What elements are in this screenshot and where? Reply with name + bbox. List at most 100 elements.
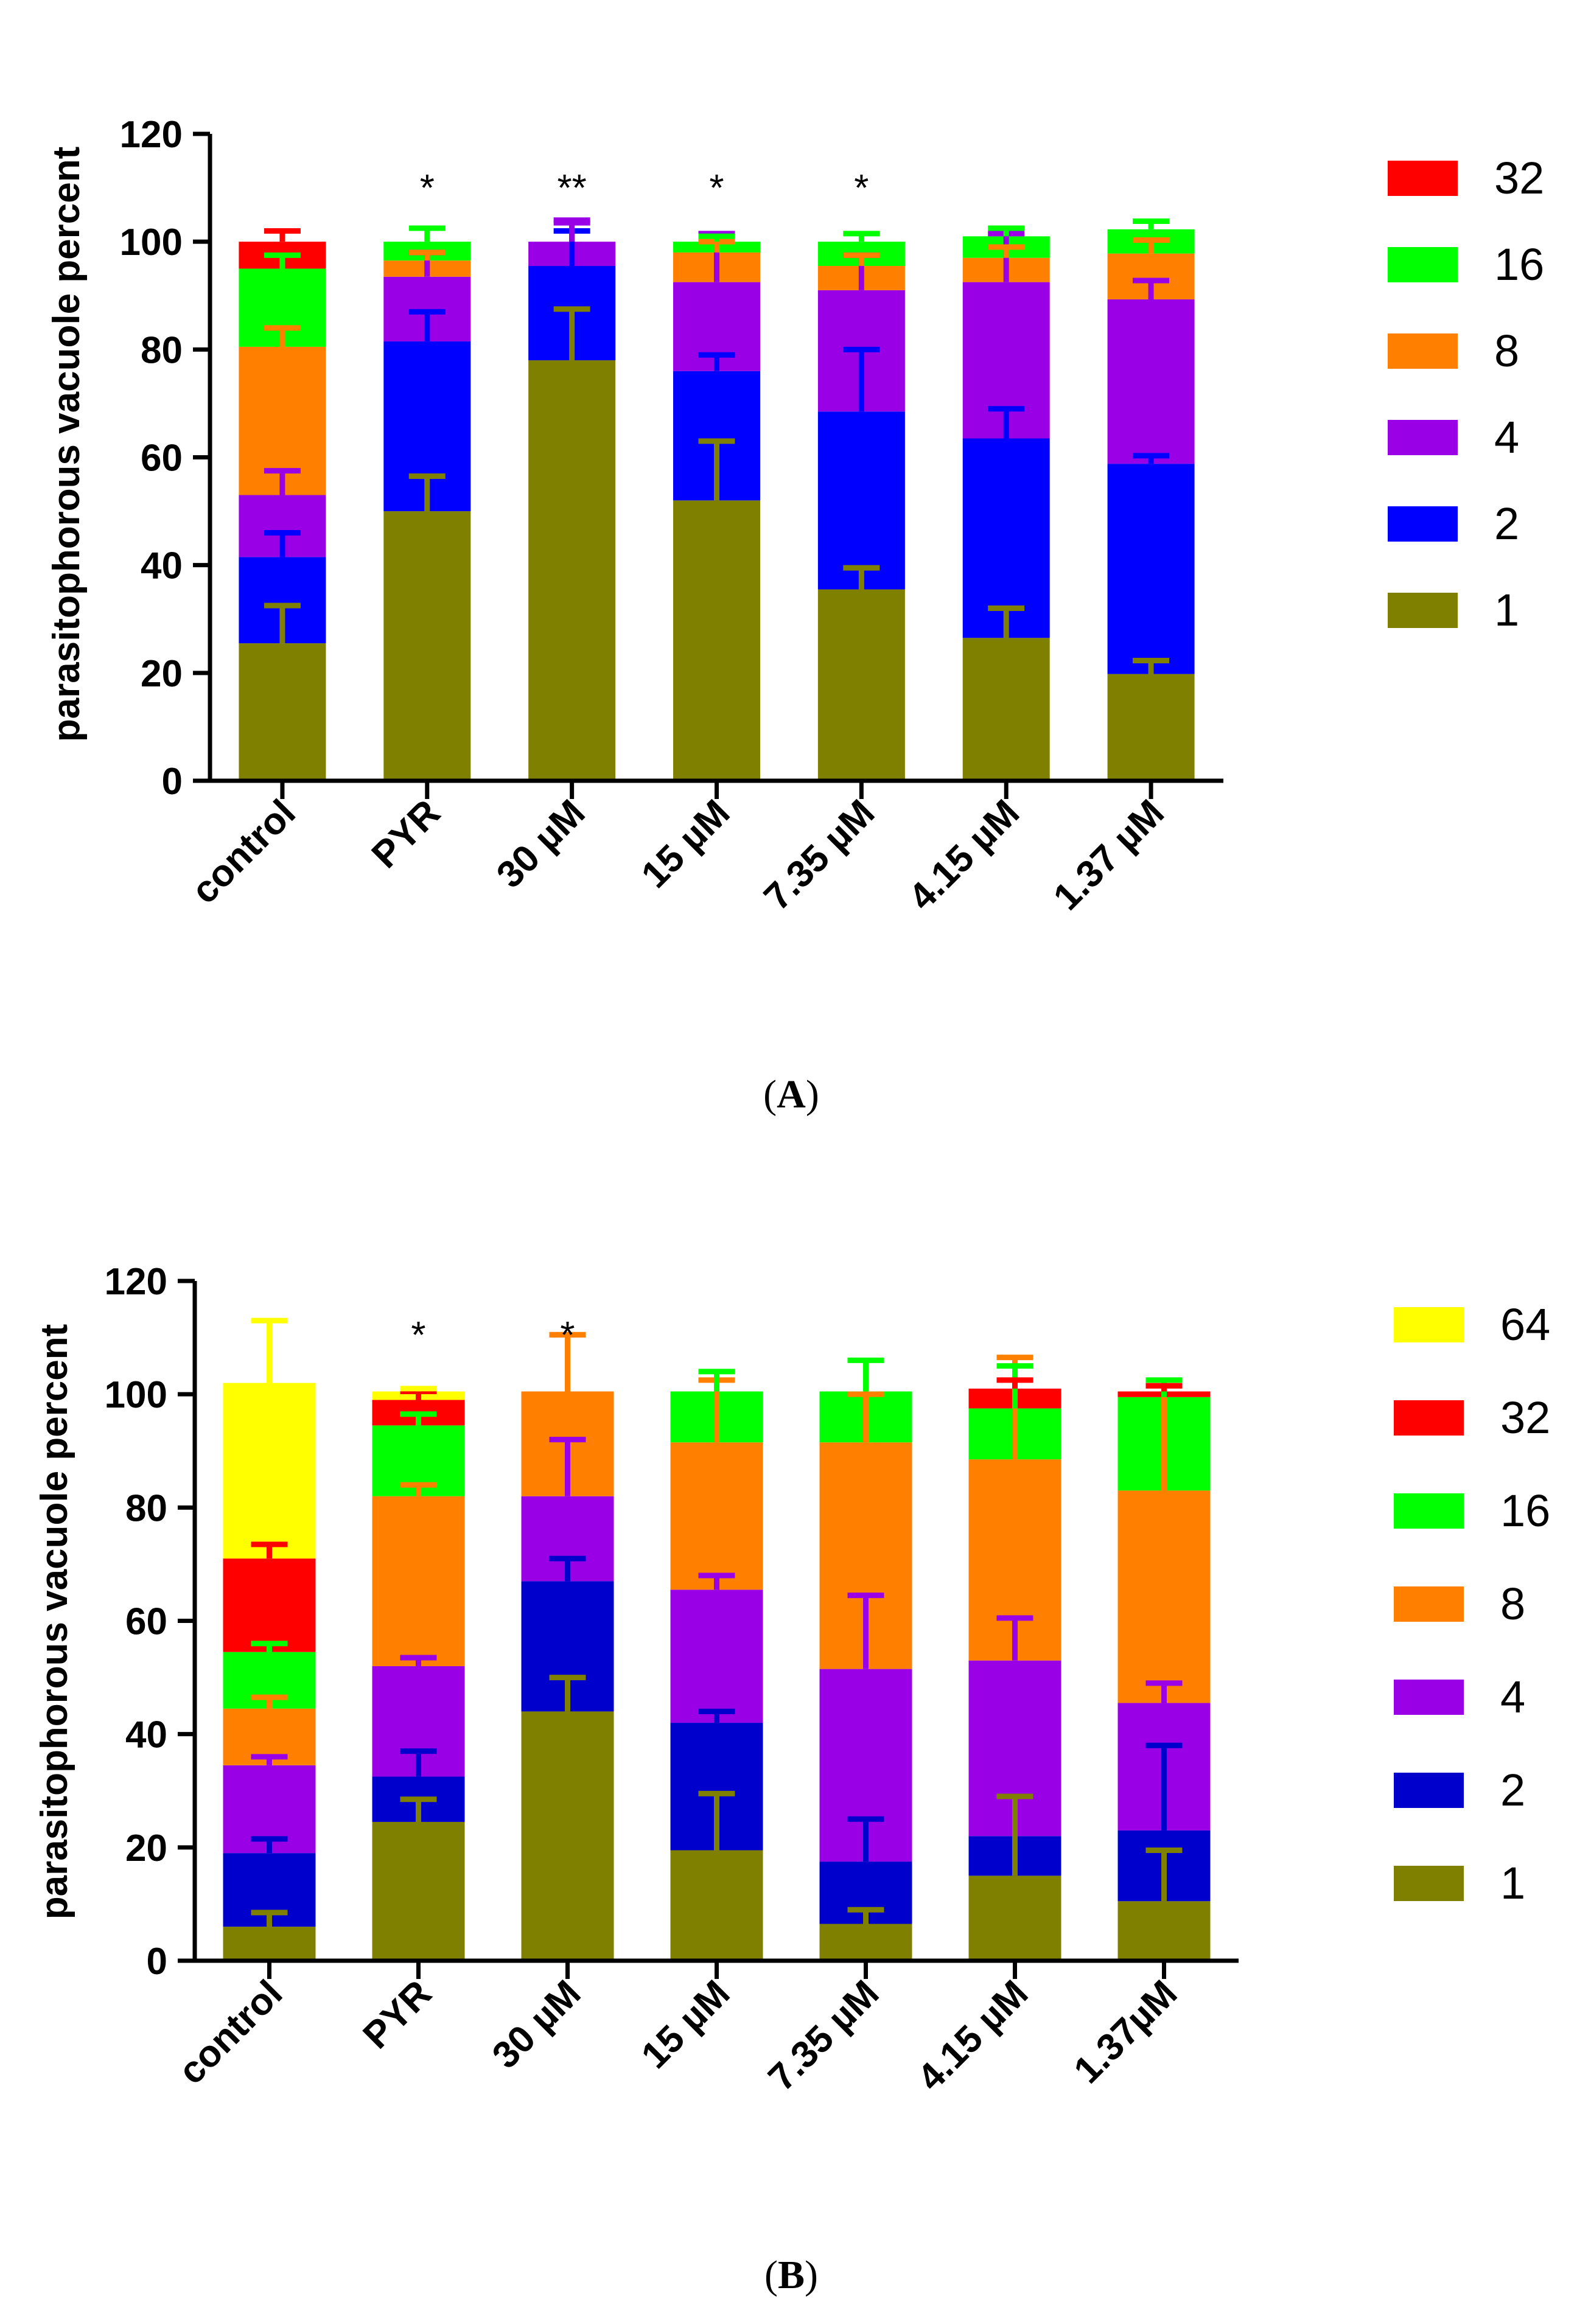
panel-b-legend-label: 4: [1500, 1672, 1525, 1722]
panel-a-errorbar-2-0: [264, 530, 301, 557]
panel-b-legend-swatch: [1394, 1773, 1464, 1808]
panel-a-errorbar-1-1: [408, 473, 446, 512]
panel-b-errorbar-1-0: [251, 1910, 288, 1927]
panel-a-legend-swatch: [1388, 247, 1458, 282]
panel-b-bar-1-3: [670, 1850, 763, 1961]
panel-b-errorbar-32-0: [251, 1541, 288, 1559]
panel-a-legend-item-2: 2: [1388, 498, 1519, 549]
panel-a-significance-marker: **: [558, 167, 587, 209]
panel-a-legend-item-1: 1: [1388, 585, 1519, 635]
panel-a-errorbar-16-3: [698, 233, 735, 242]
panel-b-x-tick-label: PYR: [355, 1972, 439, 2057]
panel-b-legend-swatch: [1394, 1680, 1464, 1715]
panel-b-legend-label: 32: [1500, 1392, 1550, 1443]
panel-a-errorbar-16-5: [988, 225, 1025, 237]
panel-b-legend-item-1: 1: [1394, 1858, 1525, 1908]
panel-a-label: (A): [763, 1072, 819, 1117]
panel-b-errorbar-16-1: [400, 1411, 437, 1426]
panel-a-errorbar-1-3: [698, 438, 735, 501]
panel-b-legend-swatch: [1394, 1400, 1464, 1436]
panel-b-significance-marker: *: [560, 1314, 575, 1356]
panel-a-y-tick-label: 60: [141, 438, 183, 480]
panel-a-errorbar-4-0: [264, 468, 301, 495]
panel-a-legend-label: 16: [1494, 239, 1544, 290]
panel-a-x-tick-label: 30 µM: [489, 792, 593, 896]
panel-b-y-tick-label: 80: [125, 1487, 167, 1529]
panel-b-bar-8-1: [372, 1496, 465, 1666]
panel-b-bar-8-3: [670, 1442, 763, 1590]
panel-b-x-tick-label: 7.35 µM: [760, 1972, 887, 2099]
panel-a-errorbar-8-1: [408, 249, 446, 261]
panel-a-errorbar-16-4: [843, 231, 880, 242]
panel-b-errorbar-16-0: [251, 1641, 288, 1652]
panel-b-bar-64-0: [223, 1383, 316, 1559]
panel-a-errorbar-32-0: [264, 228, 301, 242]
panel-a-errorbar-16-0: [264, 252, 301, 269]
panel-b-significance-marker: *: [411, 1314, 425, 1356]
panel-b-plot-area: 0 20 40 60 80 100 120 control PYR 30 µM 15 µM 7.35 …: [105, 1261, 1239, 2099]
panel-b-errorbar-8-0: [251, 1694, 288, 1709]
panel-b-legend-swatch: [1394, 1866, 1464, 1901]
panel-b-legend-label: 2: [1500, 1765, 1525, 1815]
panel-a-bar-1-5: [962, 638, 1050, 781]
panel-a-errorbar-1-6: [1133, 657, 1170, 674]
panel-a-errorbar-8-5: [988, 244, 1025, 258]
panel-a-legend: 32 16 8 4 2 1: [1388, 153, 1544, 635]
panel-b-errorbar-2-1: [400, 1748, 437, 1777]
panel-b-errorbar-64-1: [400, 1386, 437, 1392]
panel-a-significance-marker: *: [420, 167, 435, 209]
panel-b-y-tick-label: 100: [105, 1374, 167, 1416]
panel-a-plot-area: 0 20 40 60 80 100 120 control PYR 30 µM 15 µM 7.35 …: [120, 114, 1223, 918]
panel-a-x-tick-label: PYR: [364, 792, 449, 876]
panel-a-chart: parasitophorous vacuole percent 0 20 40 60 8…: [46, 114, 1544, 1117]
panel-b-errorbar-4-3: [698, 1572, 735, 1590]
panel-b-bar-32-0: [223, 1558, 316, 1652]
panel-a-bar-1-6: [1107, 674, 1195, 781]
panel-a-legend-swatch: [1388, 593, 1458, 628]
panel-a-bar-2-6: [1107, 464, 1195, 674]
panel-b-legend-swatch: [1394, 1586, 1464, 1622]
panel-a-total-errorbar-2: [553, 217, 590, 242]
panel-a-errorbar-2-1: [408, 309, 446, 342]
panel-a-legend-item-32: 32: [1388, 153, 1544, 203]
panel-b-bar-1-5: [968, 1876, 1061, 1961]
panel-b-bar-1-2: [521, 1711, 614, 1961]
panel-a-legend-swatch: [1388, 161, 1458, 196]
panel-a-legend-item-4: 4: [1388, 412, 1519, 462]
panel-a-legend-item-8: 8: [1388, 326, 1519, 376]
panel-b-errorbar-2-0: [251, 1836, 288, 1854]
panel-a-bar-1-1: [383, 511, 471, 781]
panel-b-legend-label: 1: [1500, 1858, 1525, 1908]
panel-a-bar-1-4: [817, 589, 905, 781]
panel-b-x-tick-label: 1.37µM: [1066, 1972, 1185, 2092]
panel-b-errorbar-8-1: [400, 1482, 437, 1496]
panel-a-bar-1-0: [239, 643, 326, 781]
panel-b-errorbar-1-1: [400, 1796, 437, 1822]
panel-a-x-tick-label: control: [183, 792, 303, 912]
panel-b-errorbar-4-6: [1145, 1680, 1183, 1703]
panel-a-errorbar-4-6: [1133, 277, 1170, 299]
panel-b-label: (B): [764, 2253, 818, 2297]
panel-b-errorbar-2-2: [549, 1555, 586, 1582]
panel-b-bar-1-0: [223, 1927, 316, 1961]
panel-b-y-tick-label: 20: [125, 1827, 167, 1869]
panel-a-legend-label: 8: [1494, 326, 1519, 376]
panel-a-bar-1-3: [673, 500, 760, 781]
panel-a-y-axis-title: parasitophorous vacuole percent: [46, 147, 88, 742]
panel-b-errorbar-32-6: [1145, 1383, 1183, 1392]
panel-a-legend-swatch: [1388, 420, 1458, 455]
panel-a-errorbar-1-2: [553, 306, 590, 361]
panel-b-errorbar-16-4: [847, 1357, 884, 1392]
panel-b-errorbar-1-2: [549, 1675, 586, 1712]
panel-a-errorbar-2-4: [843, 346, 880, 412]
panel-b-errorbar-4-0: [251, 1754, 288, 1765]
panel-b-errorbar-4-4: [847, 1593, 884, 1669]
panel-a-legend-item-16: 16: [1388, 239, 1544, 290]
panel-b-bar-1-1: [372, 1821, 465, 1961]
panel-b-legend-swatch: [1394, 1493, 1464, 1529]
panel-b-y-tick-label: 0: [147, 1941, 167, 1983]
panel-a-legend-label: 4: [1494, 412, 1519, 462]
panel-b-x-tick-label: 4.15 µM: [909, 1972, 1036, 2099]
panel-b-chart: parasitophorous vacuole percent 0 20 40 60 8…: [33, 1261, 1550, 2297]
panel-a-y-tick-label: 100: [120, 222, 183, 263]
